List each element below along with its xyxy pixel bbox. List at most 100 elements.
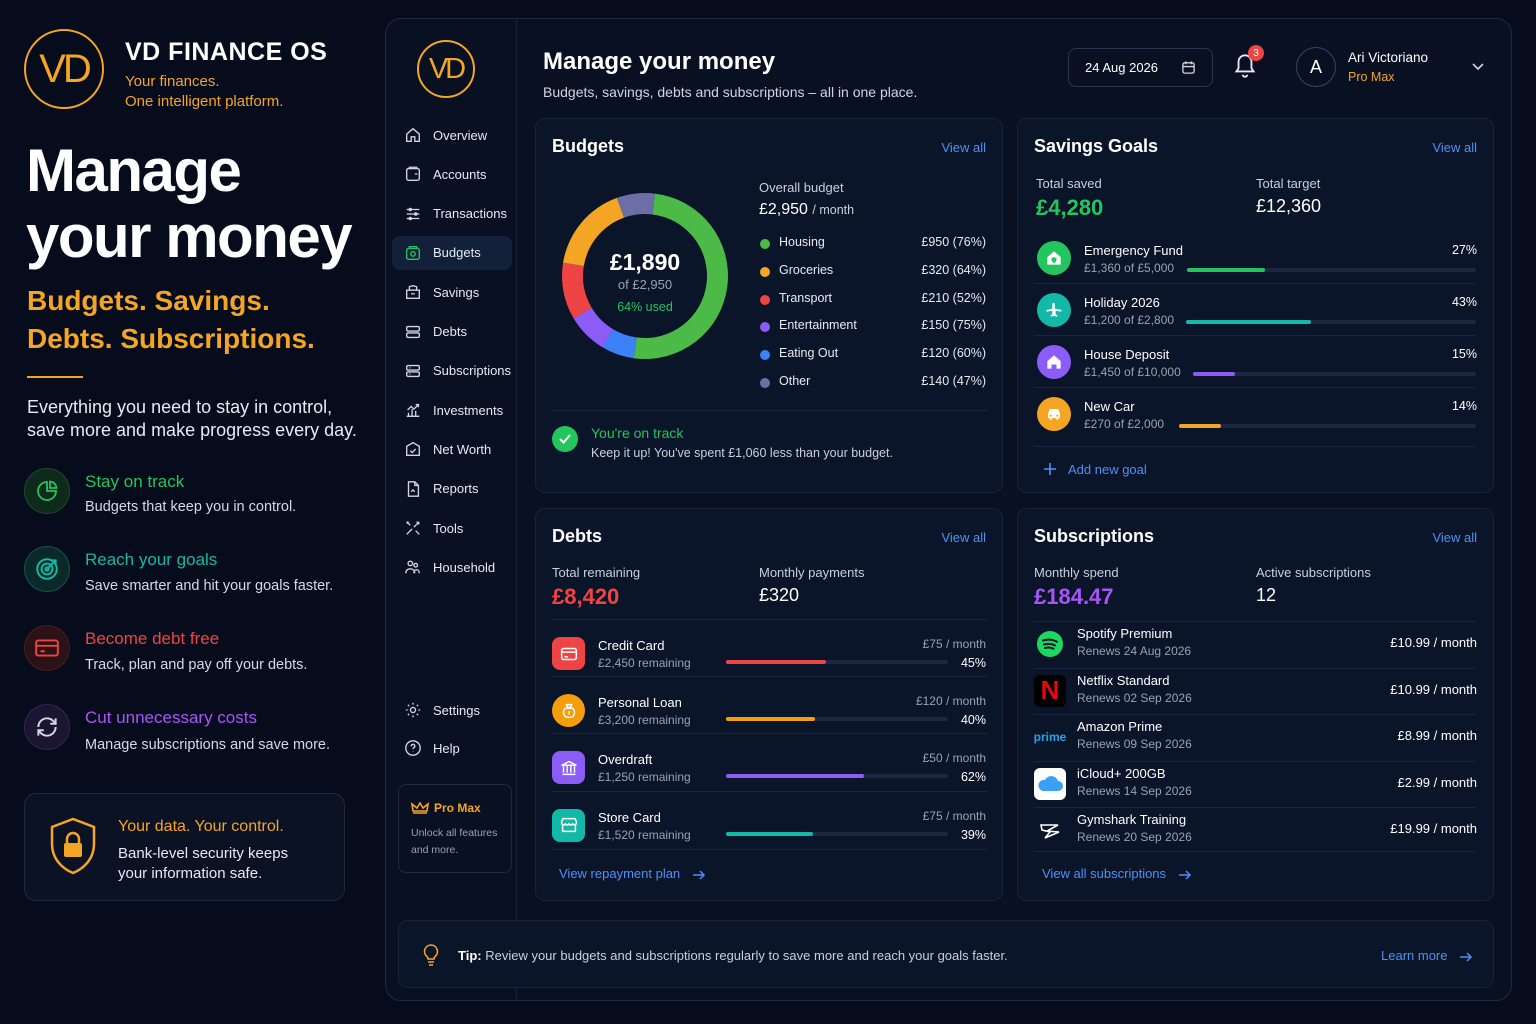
debt-progress-fill: [726, 831, 813, 836]
donut-center-amount: £1,890: [609, 249, 681, 275]
sidebar-item-household[interactable]: Household: [392, 550, 512, 584]
spotify-icon: [1034, 628, 1066, 660]
sidebar-item-label: Tools: [433, 520, 464, 536]
sidebar-item-label: Savings: [433, 284, 480, 300]
sidebar-item-savings[interactable]: Savings: [392, 275, 512, 309]
check-icon: [552, 426, 578, 452]
budgets-view-all[interactable]: View all: [941, 140, 986, 155]
debt-progress-bar: [726, 717, 948, 722]
sidebar-item-help[interactable]: Help: [392, 731, 512, 765]
goal-detail: £1,450 of £10,000: [1084, 365, 1181, 379]
savings-view-all[interactable]: View all: [1432, 140, 1477, 155]
debt-detail: £1,520 remaining: [598, 827, 691, 842]
savings-title: Savings Goals: [1034, 136, 1159, 156]
home-icon: [406, 127, 420, 142]
debt-percent: 62%: [960, 770, 986, 785]
goal-progress-fill: [1179, 424, 1221, 428]
pro-upgrade-card[interactable]: Pro Max Unlock all features and more.: [398, 784, 512, 873]
sidebar-item-label: Household: [433, 559, 496, 575]
debt-progress-bar: [726, 774, 948, 779]
bell-icon[interactable]: 3: [1232, 45, 1264, 84]
lightbulb-icon: [422, 943, 440, 972]
brand-logo: VD: [24, 29, 104, 109]
status-title: You're on track: [591, 425, 684, 441]
debt-payment: £50 / month: [922, 751, 986, 766]
settings-icon: [405, 702, 421, 718]
donut-center-used: 64% used: [617, 300, 673, 314]
sidebar-item-label: Net Worth: [433, 441, 492, 457]
debts-total-label: Total remaining: [552, 565, 641, 580]
bank-icon: [552, 751, 585, 785]
add-goal-button[interactable]: Add new goal: [1068, 462, 1147, 477]
transactions-icon: [406, 207, 420, 220]
credit-card-icon: [552, 637, 585, 670]
sidebar: VD Overview Accounts Transactions Budgets Sa…: [386, 19, 517, 1000]
sidebar-item-debts[interactable]: Debts: [392, 315, 512, 349]
legend-label: Entertainment: [779, 318, 857, 333]
goal-progress-bar: [1186, 320, 1476, 324]
chevron-down-icon[interactable]: [1471, 59, 1485, 77]
plus-icon[interactable]: [1042, 461, 1058, 482]
debt-progress-fill: [726, 774, 864, 779]
subscription-renews: Renews 20 Sep 2026: [1077, 830, 1192, 844]
debt-progress-fill: [726, 660, 826, 664]
subscription-name: iCloud+ 200GB: [1077, 765, 1166, 781]
date-picker[interactable]: 24 Aug 2026: [1068, 48, 1213, 87]
sidebar-item-subscriptions[interactable]: Subscriptions: [392, 354, 512, 388]
goal-percent: 43%: [1451, 295, 1477, 309]
sidebar-logo: VD: [417, 40, 475, 98]
repayment-plan-link[interactable]: View repayment plan: [559, 866, 706, 881]
goal-name: Holiday 2026: [1084, 295, 1160, 310]
sidebar-item-settings[interactable]: Settings: [392, 693, 512, 727]
subscription-name: Netflix Standard: [1077, 672, 1170, 688]
sidebar-item-budgets[interactable]: Budgets: [392, 235, 512, 270]
promo-panel: VD VD FINANCE OS Your finances. One inte…: [0, 0, 380, 1024]
sidebar-item-tools[interactable]: Tools: [392, 511, 512, 545]
sidebar-item-accounts[interactable]: Accounts: [392, 157, 512, 191]
all-subscriptions-link[interactable]: View all subscriptions: [1042, 866, 1192, 881]
sidebar-item-transactions[interactable]: Transactions: [392, 197, 512, 231]
goal-progress-bar: [1193, 372, 1476, 376]
pie-chart-icon: [24, 468, 70, 514]
debt-progress-bar: [726, 660, 948, 664]
crown-icon: [410, 801, 430, 820]
monthly-spend-label: Monthly spend: [1034, 565, 1119, 580]
page-subtitle: Budgets, savings, debts and subscription…: [543, 84, 918, 100]
legend-dot: [760, 239, 770, 249]
subscription-price: £10.99 / month: [1390, 681, 1477, 697]
subscription-price: £8.99 / month: [1397, 728, 1478, 743]
sidebar-item-reports[interactable]: Reports: [392, 472, 512, 506]
target-icon: [24, 546, 70, 592]
goal-progress-fill: [1186, 320, 1311, 324]
learn-more-link[interactable]: Learn more: [1381, 948, 1473, 963]
donut-slice-housing: [633, 193, 729, 360]
sidebar-item-overview[interactable]: Overview: [392, 118, 512, 152]
budgets-card: Budgets View all £1,890 of £2,950 64% us…: [535, 118, 1003, 493]
brand-tagline-2: One intelligent platform.: [125, 93, 284, 110]
legend-dot: [760, 350, 770, 361]
legend-value: £210 (52%): [921, 290, 986, 305]
status-text: Keep it up! You've spent £1,060 less tha…: [591, 446, 893, 460]
goal-detail: £1,200 of £2,800: [1084, 313, 1175, 327]
savings-icon: [406, 285, 420, 300]
sidebar-item-label: Reports: [433, 481, 479, 497]
total-target: £12,360: [1256, 196, 1322, 216]
sidebar-item-investments[interactable]: Investments: [392, 393, 512, 427]
debts-view-all[interactable]: View all: [941, 530, 986, 545]
debt-detail: £1,250 remaining: [598, 770, 691, 785]
legend-dot: [760, 322, 770, 333]
debt-percent: 40%: [960, 713, 986, 728]
sidebar-item-net-worth[interactable]: Net Worth: [392, 432, 512, 466]
feature-title: Cut unnecessary costs: [85, 708, 257, 727]
subscriptions-view-all[interactable]: View all: [1432, 530, 1477, 545]
subscriptions-card: Subscriptions View all Monthly spend £18…: [1017, 508, 1494, 901]
feature-desc: Budgets that keep you in control.: [85, 499, 297, 515]
sidebar-item-label: Accounts: [433, 166, 487, 182]
avatar[interactable]: A: [1296, 47, 1336, 87]
security-title: Your data. Your control.: [118, 818, 284, 835]
legend-value: £150 (75%): [921, 318, 986, 333]
wallet-icon: [406, 166, 420, 182]
feature-desc: Save smarter and hit your goals faster.: [85, 578, 334, 594]
goal-name: House Deposit: [1084, 347, 1170, 362]
user-plan: Pro Max: [1348, 70, 1395, 84]
